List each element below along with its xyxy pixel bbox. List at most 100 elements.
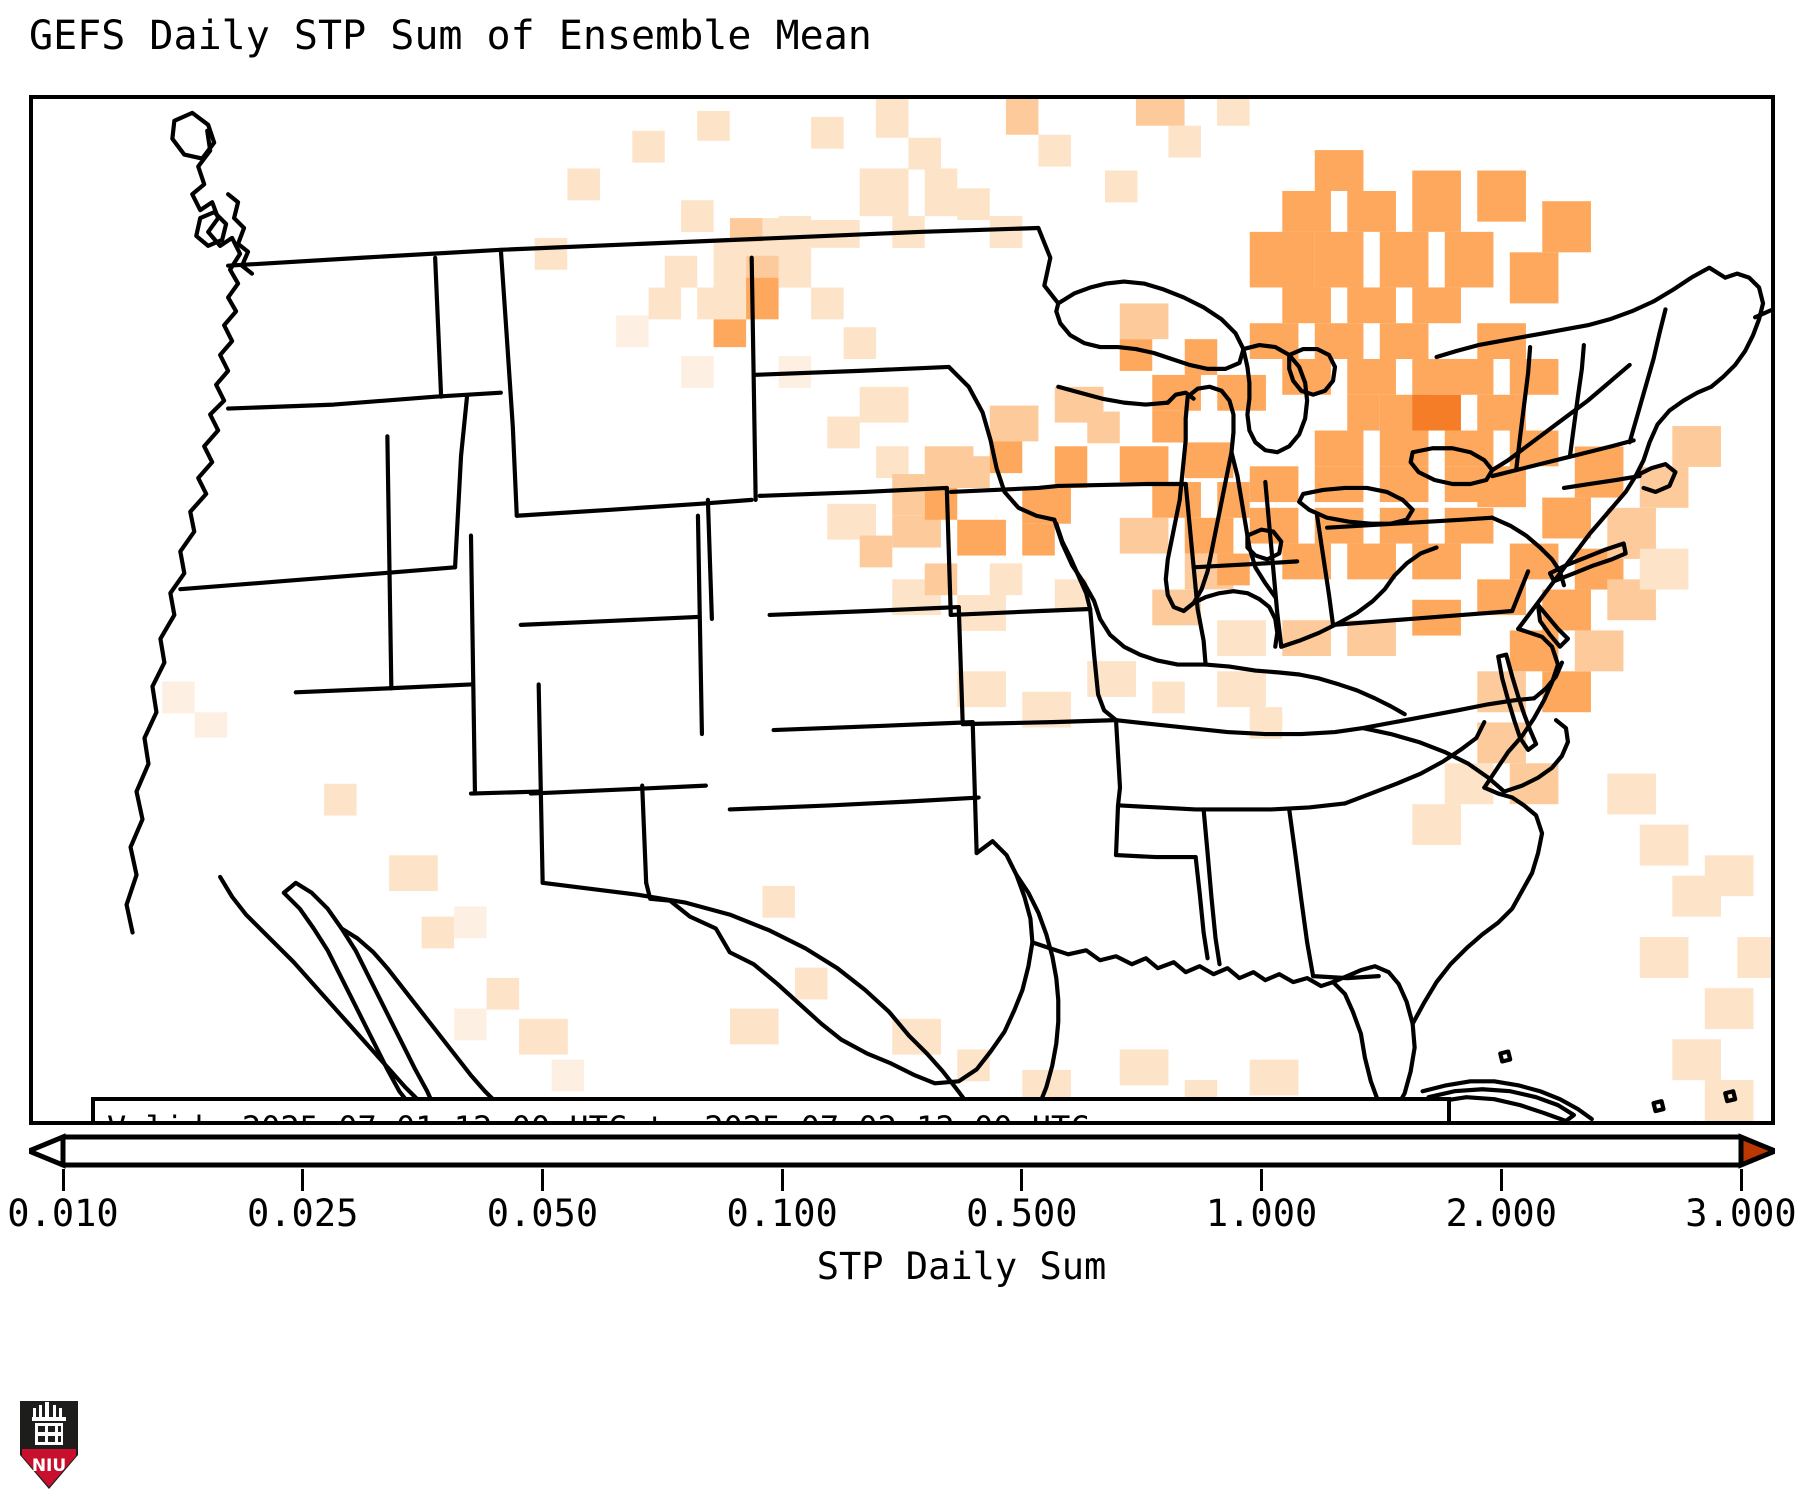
michigan-lower-peninsula	[1181, 589, 1280, 649]
colorbar-tick-label: 0.500	[966, 1192, 1078, 1235]
long-island	[1547, 541, 1628, 584]
state-line-mt-wy-nd-sd	[514, 497, 754, 518]
state-line-wy-co	[518, 614, 701, 627]
michigan-upper-west	[1165, 390, 1196, 405]
state-line-ky-tn	[1113, 718, 1365, 737]
grid-cell	[892, 515, 941, 548]
state-line-or-ca-nv	[178, 565, 458, 592]
grid-cell	[843, 327, 877, 359]
state-line-la-ms	[1193, 854, 1210, 961]
grid-cell	[989, 563, 1023, 596]
grid-cell	[1249, 466, 1299, 503]
lake-michigan	[1163, 384, 1236, 614]
coast-atlantic-southeast	[1410, 785, 1545, 1026]
state-line-mo-ky-tn	[1088, 606, 1119, 723]
state-line-ga-sc-nc	[1342, 720, 1487, 806]
state-line-ms-al	[1201, 807, 1222, 967]
grid-cell	[486, 977, 520, 1010]
grid-cell	[1347, 620, 1396, 656]
grid-cell	[1347, 543, 1396, 580]
small-island-dot	[1498, 1049, 1513, 1064]
grid-cell	[1477, 394, 1526, 431]
state-line-id-mt-wy	[498, 247, 519, 518]
grid-cell	[1737, 937, 1771, 978]
state-line-ny-vt	[1514, 344, 1533, 473]
grid-cell	[1119, 303, 1169, 340]
olympic-peninsula	[194, 210, 229, 248]
state-line-ks-mo	[956, 604, 965, 727]
grid-cell	[1347, 287, 1396, 324]
gridded-data-layer	[162, 99, 1771, 1121]
colorbar-frame	[63, 1134, 1741, 1168]
georgian-bay	[1287, 346, 1338, 397]
grid-cell	[1347, 358, 1396, 395]
state-line-mn-wi	[946, 364, 1057, 522]
colorbar-tick-label: 0.010	[7, 1192, 119, 1235]
grid-cell	[1379, 231, 1429, 288]
colorbar-outline	[63, 1134, 1741, 1168]
state-line-wa-or	[226, 390, 503, 411]
state-line-id-or-nv	[452, 394, 470, 570]
grid-cell	[1639, 548, 1689, 590]
grid-cell	[1607, 773, 1656, 815]
geography-layer	[124, 110, 1771, 1121]
grid-cell	[1314, 466, 1364, 503]
grid-cell	[957, 1049, 990, 1082]
grid-cell	[1314, 150, 1364, 191]
grid-cell	[421, 916, 455, 949]
colorbar-tick-marks	[29, 1169, 1775, 1193]
grid-cell	[1217, 671, 1266, 708]
grid-cell	[1412, 394, 1461, 431]
mexico-gulf-coast	[1014, 872, 1061, 1121]
delaware-bay	[1535, 602, 1571, 649]
yucatan-cuba-outline	[1420, 1079, 1594, 1121]
state-line-al-ga	[1287, 807, 1316, 979]
state-line-nc-va	[1360, 696, 1537, 731]
state-line-ut-az-nm	[468, 789, 541, 796]
grid-cell	[1509, 358, 1559, 395]
grid-cell	[1152, 410, 1185, 443]
grid-cell	[713, 319, 747, 348]
grid-cell	[1444, 507, 1494, 544]
state-line-co-nm	[528, 783, 708, 796]
grid-cell	[1119, 517, 1169, 554]
colorbar-extend-max	[1738, 1133, 1775, 1169]
grid-cell	[697, 287, 746, 320]
grid-cell	[1574, 630, 1624, 672]
grid-cell	[551, 1059, 585, 1092]
state-line-ar-ms	[1113, 718, 1123, 858]
cape-cod	[1633, 462, 1678, 495]
colorbar-tick	[1739, 1169, 1743, 1191]
colorbar-tick	[780, 1169, 784, 1191]
grid-cell	[1249, 1059, 1299, 1096]
lake-erie	[1297, 485, 1415, 526]
grid-cell	[989, 405, 1039, 442]
grid-cell	[1379, 323, 1429, 359]
grid-cell	[194, 712, 228, 738]
forecast-info-box: Valid: 2025-07-01 12:00 UTC to 2025-07-0…	[91, 1097, 1451, 1121]
chesapeake-bay	[1496, 652, 1539, 752]
state-line-nv-ut	[385, 434, 394, 691]
map-panel[interactable]: Valid: 2025-07-01 12:00 UTC to 2025-07-0…	[29, 95, 1775, 1125]
grid-cell	[1412, 287, 1461, 324]
grid-cell	[1217, 553, 1250, 586]
lake-ontario	[1408, 446, 1495, 487]
grid-cell	[957, 671, 1006, 708]
state-line-ma-ct-ri	[1561, 473, 1642, 491]
state-line-ky-wv-va	[1297, 672, 1407, 717]
grid-cell	[1217, 99, 1250, 126]
grid-cell	[1249, 231, 1315, 288]
state-line-mn-ia	[948, 483, 1061, 495]
grid-cell	[876, 446, 909, 479]
border-us-canada-49n	[226, 225, 1041, 268]
colorbar-tick-label: 0.025	[247, 1192, 359, 1235]
colorbar[interactable]	[29, 1131, 1775, 1171]
grid-cell	[1168, 125, 1201, 158]
state-line-nm-tx	[640, 783, 649, 885]
grid-cell	[1444, 358, 1494, 395]
grid-cell	[859, 386, 909, 423]
state-line-vt-nh	[1567, 342, 1586, 459]
grid-cell	[616, 315, 649, 348]
grid-cell	[648, 287, 682, 320]
